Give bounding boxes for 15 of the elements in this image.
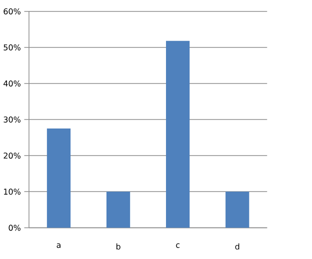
x-tick-label: b (116, 243, 120, 250)
y-tick-label: 20% (4, 152, 20, 159)
bar (106, 192, 130, 228)
y-tick-label: 30% (4, 116, 20, 123)
y-tick-label: 60% (4, 8, 20, 14)
y-tick-label: 0% (8, 224, 20, 231)
y-tick-label: 10% (4, 188, 20, 195)
bar (226, 192, 250, 228)
y-tick-label: 50% (4, 44, 20, 50)
bar (46, 128, 71, 228)
x-tick-label: a (56, 243, 60, 248)
bar (166, 40, 190, 228)
x-tick-label: c (176, 243, 180, 248)
y-tick-label: 40% (4, 80, 20, 87)
x-tick-label: d (235, 243, 240, 250)
